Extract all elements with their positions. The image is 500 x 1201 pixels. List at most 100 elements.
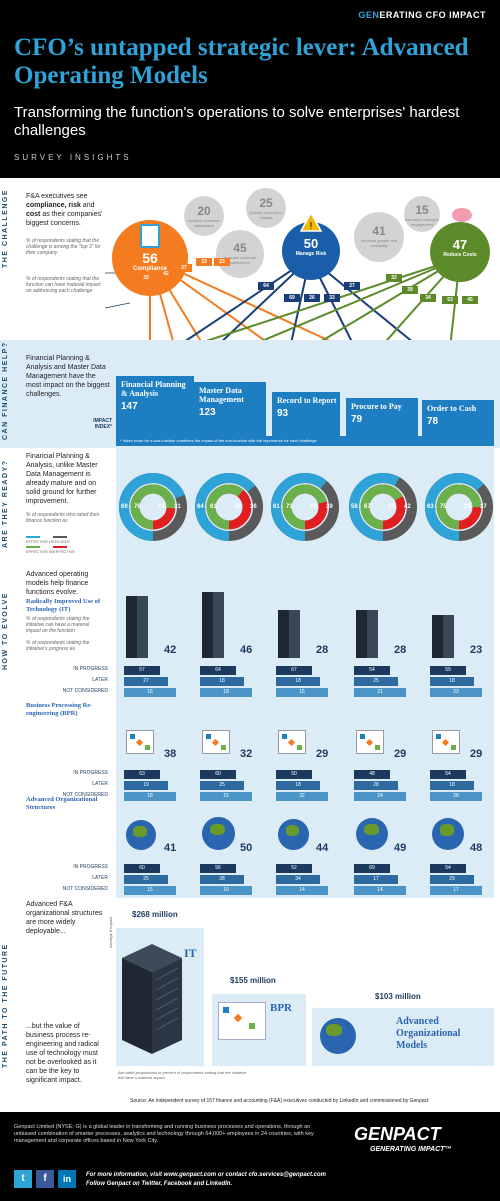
minor-challenge-1: 20 Achieve customer satisfaction xyxy=(184,196,224,236)
donut-value: 36 xyxy=(250,504,257,510)
progress-step: 54 xyxy=(430,864,466,873)
progress-step: 23 xyxy=(430,688,482,697)
facebook-icon[interactable]: f xyxy=(36,1170,54,1188)
contact-info: For more information, visit www.genpact.… xyxy=(86,1172,327,1178)
average-impact-axis: Average $ Impact xyxy=(108,916,113,948)
progress-step: 14 xyxy=(354,886,406,895)
progress-step: 17 xyxy=(430,886,482,895)
progress-step: 28 xyxy=(200,875,244,884)
process-flow-icon xyxy=(126,730,154,754)
badge: 64 xyxy=(258,282,274,290)
function-fpa: Financial Planning & Analysis 147 xyxy=(116,376,194,436)
header: GENERATING CFO IMPACT CFO’s untapped str… xyxy=(0,0,500,178)
progress-step: 15 xyxy=(276,688,328,697)
progress-row-label: LATER xyxy=(92,875,108,881)
impact-value: 29 xyxy=(470,748,483,760)
donut-value: 61 xyxy=(273,504,280,510)
progress-row-label: NOT CONSIDERED xyxy=(62,688,108,694)
progress-step: 52 xyxy=(276,864,312,873)
progress-step: 28 xyxy=(354,781,398,790)
badge: 34 xyxy=(420,294,436,302)
impact-footnote: * Index score for a sub-function combine… xyxy=(116,436,494,446)
evolve-intro: Advanced operating models help finance f… xyxy=(26,571,89,596)
badge: 23 xyxy=(214,258,230,266)
donut-value: 69 xyxy=(121,504,128,510)
donut-value: 67 xyxy=(364,504,371,510)
challenge-note-top3: % of respondents stating that the challe… xyxy=(26,238,101,256)
impact-value: 38 xyxy=(164,748,177,760)
progress-step: 50 xyxy=(276,770,312,779)
clipboard-icon xyxy=(140,224,160,248)
globe-icon xyxy=(278,819,309,850)
progress-step: 63 xyxy=(124,770,160,779)
future-intro: Advanced F&A organizational structures a… xyxy=(26,901,103,935)
process-flow-icon xyxy=(356,730,384,754)
globe-icon xyxy=(202,817,235,850)
donut-value: 29 xyxy=(310,504,317,510)
progress-row-label: IN PROGRESS xyxy=(73,864,108,870)
it-note-progress: % of respondents stating the initiative'… xyxy=(26,640,90,652)
server-icon xyxy=(278,610,300,658)
finance-help-intro: Financial Planning & Analysis and Master… xyxy=(26,355,110,398)
progress-step: 29 xyxy=(430,875,474,884)
progress-step: 59 xyxy=(430,666,466,675)
donut-value: 71 xyxy=(286,504,293,510)
impact-value: 48 xyxy=(470,842,483,854)
impact-value: 44 xyxy=(316,842,329,854)
linkedin-icon[interactable]: in xyxy=(58,1170,76,1188)
it-bar: IT xyxy=(116,928,204,1066)
donut-value: 61 xyxy=(210,504,217,510)
badge: 69 xyxy=(284,294,300,302)
progress-step: 60 xyxy=(200,770,236,779)
progress-step: 25 xyxy=(124,875,168,884)
readiness-donut: 61 71 29 39 xyxy=(270,472,340,547)
finance-help-side-label: CAN FINANCE HELP? xyxy=(2,341,9,440)
minor-challenge-5: 15 Increase employee engagement xyxy=(404,196,440,232)
impact-value: 28 xyxy=(316,644,329,656)
globe-icon xyxy=(432,818,464,850)
evolve-side-label: HOW TO EVOLVE xyxy=(2,592,9,670)
donut-value: 24 xyxy=(158,504,165,510)
function-r2r: Record to Report 93 xyxy=(272,392,340,436)
genpact-tagline: GENERATING IMPACT™ xyxy=(370,1146,452,1153)
impact-value: 49 xyxy=(394,842,407,854)
progress-step: 32 xyxy=(276,792,328,801)
progress-step: 19 xyxy=(124,781,168,790)
donut-value: 42 xyxy=(404,504,411,510)
process-flow-icon xyxy=(218,1002,266,1040)
progress-step: 15 xyxy=(200,792,252,801)
ready-section: ARE THEY READY? Financial Planning & Ana… xyxy=(0,448,500,560)
manage-risk-circle: 50 Manage Risk xyxy=(282,222,340,280)
progress-row-label: LATER xyxy=(92,781,108,787)
donut-value: 37 xyxy=(480,504,487,510)
badge: 39 xyxy=(402,286,418,294)
piggy-bank-icon xyxy=(452,208,472,222)
page-title: CFO’s untapped strategic lever: Advanced… xyxy=(14,34,469,89)
process-flow-icon xyxy=(278,730,306,754)
bpr-bar: BPR xyxy=(212,994,306,1066)
progress-step: 69 xyxy=(354,864,390,873)
impact-value: 29 xyxy=(394,748,407,760)
globe-icon xyxy=(356,817,389,850)
progress-row-label: NOT CONSIDERED xyxy=(62,792,108,798)
donut-value: 25 xyxy=(464,504,471,510)
badge: 27 xyxy=(344,282,360,290)
progress-step: 67 xyxy=(276,666,312,675)
server-icon xyxy=(432,615,454,658)
server-icon xyxy=(356,610,378,658)
survey-label: SURVEY INSIGHTS xyxy=(14,153,132,162)
badge: 32 xyxy=(386,274,402,282)
follow-info: Follow Genpact on Twitter, Facebook and … xyxy=(86,1181,233,1187)
progress-step: 34 xyxy=(276,875,320,884)
future-closing: ...but the value of business process re-… xyxy=(26,1023,99,1084)
badge: 32 xyxy=(138,274,154,282)
progress-row-label: IN PROGRESS xyxy=(73,666,108,672)
source-note: Source: An independent survey of 157 fin… xyxy=(130,1098,429,1104)
twitter-icon[interactable]: t xyxy=(14,1170,32,1188)
progress-step: 17 xyxy=(354,875,398,884)
badge: 26 xyxy=(304,294,320,302)
footer: Genpact Limited (NYSE: G) is a global le… xyxy=(0,1112,500,1201)
donut-value: 39 xyxy=(326,504,333,510)
ready-intro: Financial Planning & Analysis, unlike Ma… xyxy=(26,453,98,505)
donut-value: 39 xyxy=(234,504,241,510)
